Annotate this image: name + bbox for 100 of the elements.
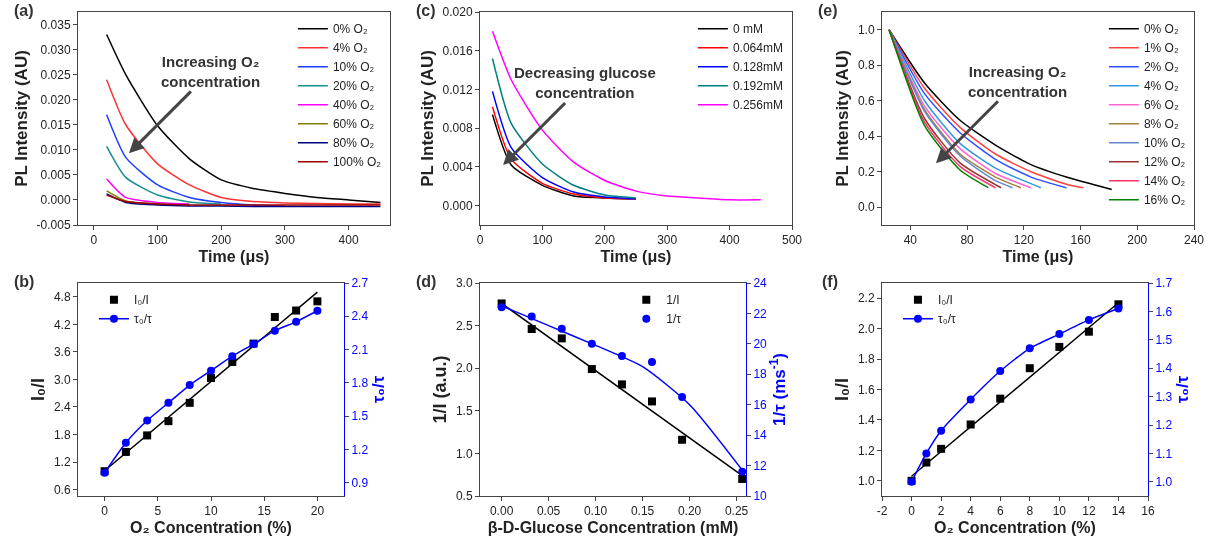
x-tick-label: 0.00: [489, 504, 514, 519]
y2-axis-title: τ₀/τ: [1172, 375, 1192, 404]
y-tick-label: 0.005: [40, 168, 71, 183]
x-tick-label: 4: [967, 504, 975, 519]
x-tick-label: 200: [594, 233, 616, 248]
legend-label: 12% O₂: [1143, 155, 1186, 170]
legend-label: 8% O₂: [1143, 117, 1179, 132]
y-tick-label: 2.5: [455, 318, 473, 333]
y-tick-label: 0.020: [40, 92, 71, 107]
text: (e): [818, 2, 838, 19]
y-tick-label: 3.0: [53, 372, 71, 387]
y2-tick-label: 14: [753, 428, 768, 443]
legend-label: 80% O₂: [332, 136, 375, 151]
legend-label: 0.064mM: [732, 41, 783, 56]
x-tick-label: 2: [937, 504, 945, 519]
x-tick-label: 200: [1127, 233, 1148, 248]
y2-tick-label: 1.6: [1155, 304, 1173, 319]
legend-label: 0% O₂: [332, 22, 368, 37]
y-tick-label: 0.012: [442, 82, 473, 97]
x-tick-label: 300: [274, 233, 296, 248]
text: (b): [14, 273, 35, 290]
y-axis-title: I₀/I: [28, 377, 49, 402]
x-tick-label: 240: [1183, 233, 1205, 248]
x-tick-label: 0.10: [583, 504, 608, 519]
x-tick-label: 20: [310, 504, 325, 519]
y-tick-label: 0.0: [857, 200, 875, 215]
y2-tick-label: 1.5: [1155, 333, 1173, 347]
text: (c): [416, 2, 436, 19]
x-tick-label: 0: [90, 233, 98, 248]
legend-label: I₀/I: [937, 293, 953, 308]
y2-tick-label: 1.4: [1155, 361, 1173, 376]
annotation: Increasing O₂ concentration: [968, 63, 1068, 100]
y-tick-label: 0.000: [40, 193, 71, 208]
text: (a): [14, 2, 34, 19]
y2-tick-label: 16: [753, 397, 768, 412]
y2-tick-label: 20: [753, 337, 768, 352]
legend-label: 0.192mM: [732, 79, 783, 94]
y2-tick-label: 24: [753, 276, 768, 291]
y-tick-label: 0.5: [455, 489, 473, 504]
y2-tick-label: 1.8: [351, 376, 369, 391]
y-tick-label: 1.6: [857, 382, 875, 397]
legend-label: 16% O₂: [1143, 193, 1186, 208]
y-tick-label: 0.8: [857, 58, 875, 73]
x-tick-label: 100: [532, 233, 553, 248]
y-tick-label: 0.2: [857, 164, 875, 179]
annotation: Decreasing glucose concentration: [514, 64, 656, 101]
y2-tick-label: 12: [753, 458, 768, 473]
y-axis-title: 1/I (a.u.): [430, 355, 451, 424]
legend-label: 60% O₂: [332, 117, 375, 132]
y-tick-label: 1.4: [857, 413, 875, 428]
y-tick-label: 0.016: [442, 43, 473, 58]
x-tick-label: 80: [960, 233, 975, 248]
x-tick-label: 8: [1026, 504, 1034, 519]
y-axis-title: PL Intensity (AU): [418, 50, 438, 187]
text: (f): [822, 273, 838, 290]
x-tick-label: 10: [1052, 504, 1067, 519]
y-tick-label: 2.0: [455, 361, 473, 376]
x-axis-title: O₂ Concentration (%): [934, 519, 1096, 537]
y2-tick-label: 1.3: [1155, 389, 1173, 404]
x-tick-label: 0.20: [677, 504, 702, 519]
y-tick-label: 4.8: [53, 289, 71, 304]
y-tick-label: 1.8: [53, 427, 71, 442]
x-tick-label: 10: [204, 504, 218, 519]
y2-tick-label: 0.9: [351, 475, 369, 490]
y-tick-label: 0.000: [442, 198, 473, 213]
text: (d): [416, 273, 437, 290]
y-tick-label: 0.025: [40, 67, 71, 82]
x-tick-label: 0: [476, 233, 484, 248]
y-axis-title: PL Intensity (AU): [12, 50, 32, 187]
legend-label: 0.128mM: [732, 60, 783, 75]
x-tick-label: 400: [719, 233, 740, 248]
x-tick-label: 0.25: [724, 504, 749, 519]
legend-label: 10% O₂: [332, 60, 375, 75]
y-tick-label: 2.0: [857, 321, 875, 336]
legend-label: 10% O₂: [1143, 136, 1186, 151]
y2-tick-label: 1.2: [1155, 418, 1173, 433]
y2-tick-label: 1.7: [1155, 276, 1173, 291]
x-tick-label: 300: [657, 233, 678, 248]
legend-label: 0 mM: [732, 22, 763, 37]
y-tick-label: 1.5: [455, 404, 473, 418]
x-tick-label: 12: [1082, 504, 1096, 519]
y-tick-label: 0.035: [40, 17, 71, 32]
y-tick-label: 0.4: [857, 129, 875, 144]
y2-tick-label: 1.0: [1155, 475, 1173, 489]
y2-tick-label: 2.4: [351, 309, 369, 324]
legend-label: 4% O₂: [332, 41, 368, 56]
y-tick-label: 0.030: [40, 42, 71, 57]
x-tick-label: 0.05: [536, 504, 561, 519]
y-tick-label: 0.020: [442, 5, 473, 20]
y-tick-label: 0.6: [857, 93, 875, 108]
x-axis-title: Time (μs): [600, 248, 672, 266]
y-tick-label: 2.4: [53, 400, 71, 415]
y-tick-label: 1.0: [857, 22, 875, 37]
x-tick-label: 200: [211, 233, 232, 248]
y-tick-label: 1.2: [857, 443, 875, 458]
y2-tick-label: 22: [753, 306, 768, 321]
y-tick-label: 1.2: [53, 455, 71, 470]
x-tick-label: 5: [154, 504, 162, 519]
y-tick-label: 3.0: [455, 276, 473, 291]
y-axis-title: I₀/I: [832, 377, 853, 402]
